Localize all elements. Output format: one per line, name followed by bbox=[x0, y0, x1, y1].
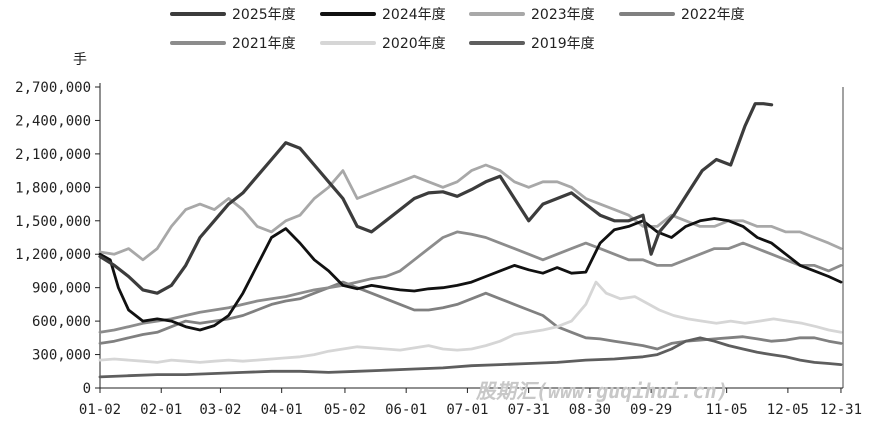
legend-label: 2022年度 bbox=[681, 7, 745, 23]
legend-item: 2024年度 bbox=[320, 7, 446, 23]
x-tick-label: 04-01 bbox=[261, 402, 303, 418]
x-tick-label: 09-29 bbox=[630, 402, 672, 418]
y-unit-label: 手 bbox=[73, 52, 87, 68]
legend-item: 2021年度 bbox=[170, 36, 296, 52]
y-tick-label: 300,000 bbox=[32, 348, 91, 364]
y-tick-label: 1,800,000 bbox=[15, 180, 91, 196]
x-tick-label: 08-30 bbox=[569, 402, 611, 418]
y-tick-label: 900,000 bbox=[32, 281, 91, 297]
legend-label: 2024年度 bbox=[382, 7, 446, 23]
series-lines bbox=[98, 102, 843, 379]
legend-item: 2023年度 bbox=[469, 7, 595, 23]
y-tick-label: 2,400,000 bbox=[15, 113, 91, 129]
legend-item: 2025年度 bbox=[170, 7, 296, 23]
legend-label: 2020年度 bbox=[382, 36, 446, 52]
series-line-2 bbox=[98, 163, 843, 262]
x-tick-label: 01-02 bbox=[79, 402, 121, 418]
x-tick-label: 05-02 bbox=[324, 402, 366, 418]
x-tick-label: 07-01 bbox=[446, 402, 488, 418]
x-tick-label: 07-31 bbox=[508, 402, 550, 418]
legend-item: 2022年度 bbox=[619, 7, 745, 23]
x-tick-label: 02-01 bbox=[140, 402, 182, 418]
x-tick-label: 12-31 bbox=[820, 402, 862, 418]
series-line-6 bbox=[98, 336, 843, 379]
y-tick-label: 2,100,000 bbox=[15, 147, 91, 163]
x-tick-label: 12-05 bbox=[767, 402, 809, 418]
y-tick-label: 2,700,000 bbox=[15, 80, 91, 96]
x-tick-label: 11-05 bbox=[706, 402, 748, 418]
series-line-0 bbox=[98, 102, 774, 295]
legend-label: 2025年度 bbox=[232, 7, 296, 23]
series-line-1 bbox=[98, 217, 843, 332]
y-tick-label: 1,500,000 bbox=[15, 214, 91, 230]
legend-label: 2023年度 bbox=[531, 7, 595, 23]
legend-item: 2019年度 bbox=[469, 36, 595, 52]
y-axis: 0 300,000 600,000 900,000 1,200,000 1,500,000… bbox=[15, 80, 844, 397]
x-tick-label: 06-01 bbox=[385, 402, 427, 418]
series-line-5 bbox=[98, 280, 843, 364]
y-tick-label: 1,200,000 bbox=[15, 247, 91, 263]
legend-label: 2021年度 bbox=[232, 36, 296, 52]
legend-label: 2019年度 bbox=[531, 36, 595, 52]
watermark-text: 股期汇(www.guqihui.cn) bbox=[475, 379, 729, 403]
legend-item: 2020年度 bbox=[320, 36, 446, 52]
y-tick-label: 600,000 bbox=[32, 314, 91, 330]
x-tick-label: 03-02 bbox=[199, 402, 241, 418]
series-line-3 bbox=[98, 280, 843, 351]
series-line-4 bbox=[98, 230, 843, 334]
y-tick-label: 0 bbox=[83, 381, 91, 397]
x-axis: 01-02 02-01 03-02 04-01 05-02 06-01 07-01 07-31… bbox=[79, 387, 862, 418]
legend: 2025年度 2024年度 2023年度 2022年度 2021年度 2020年度 2019… bbox=[170, 7, 745, 52]
